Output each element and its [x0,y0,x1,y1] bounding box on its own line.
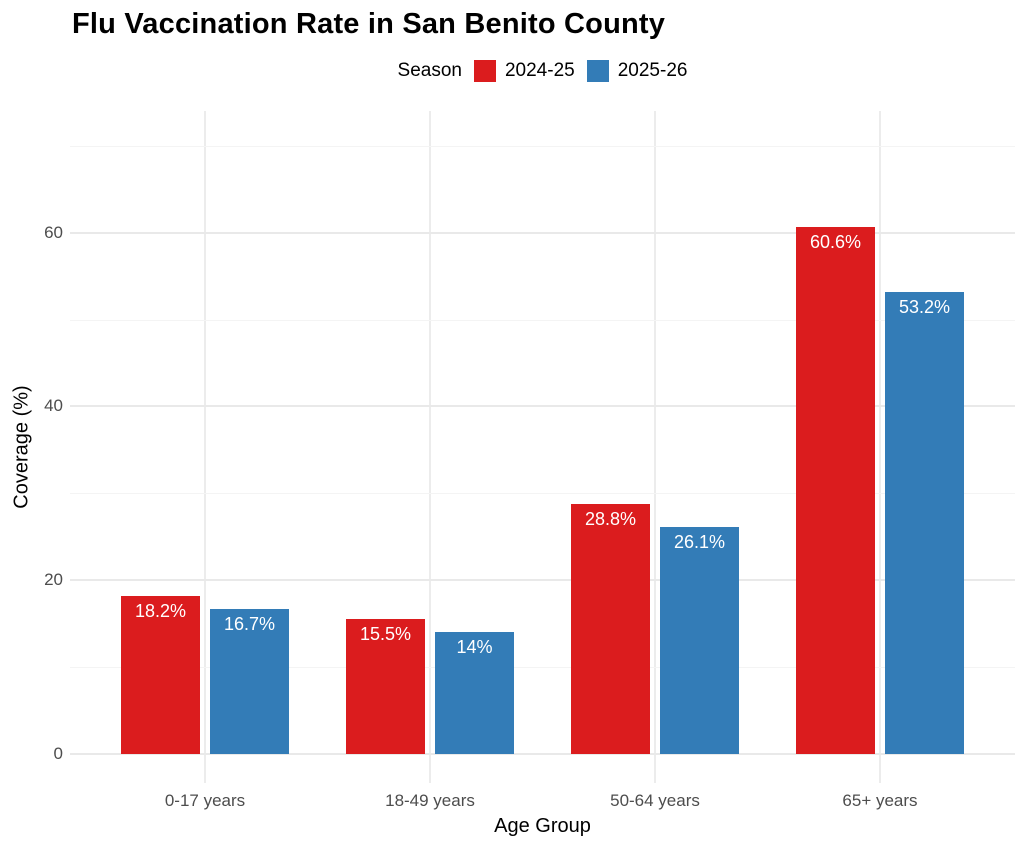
vertical-gridline [879,111,881,783]
bar-2024-25-18-49 years: 15.5% [346,619,425,754]
minor-gridline [70,667,1015,668]
x-tick-label: 50-64 years [610,791,700,810]
chart-title: Flu Vaccination Rate in San Benito Count… [72,8,666,40]
minor-gridline [70,320,1015,321]
bar-2024-25-0-17 years: 18.2% [121,596,200,754]
legend-swatch-2024-25-icon [473,60,496,82]
bar-2025-26-50-64 years: 26.1% [660,527,739,754]
y-tick-label: 40 [44,396,63,415]
bar-value-label: 53.2% [898,297,951,317]
bar-2025-26-0-17 years: 16.7% [210,609,289,754]
minor-gridline [70,146,1015,147]
y-axis-title: Coverage (%) [10,385,33,509]
bar-value-label: 14% [456,637,493,657]
vertical-gridline [204,111,206,783]
vertical-gridline [429,111,431,783]
bar-2025-26-65+ years: 53.2% [885,292,964,754]
legend-title: Season [397,60,462,81]
y-tick-label: 60 [44,223,63,242]
bar-2024-25-50-64 years: 28.8% [571,504,650,754]
plot-area: 18.2% 15.5% 28.8% 60.6% 16.7% 14% 26.1% 53.2% [70,111,1015,783]
x-tick-label: 0-17 years [164,791,246,810]
bar-value-label: 26.1% [673,532,726,552]
x-tick-label: 65+ years [842,791,918,810]
vertical-gridline [654,111,656,783]
bar-value-label: 18.2% [134,601,187,621]
bar-2025-26-18-49 years: 14% [435,632,514,754]
legend-item-2025-26: 2025-26 [586,60,688,82]
legend-item-2024-25: 2024-25 [473,60,575,82]
bar-value-label: 16.7% [223,614,276,634]
legend-item-label: 2025-26 [617,60,688,81]
bar-value-label: 60.6% [809,232,862,252]
major-gridline [70,753,1015,755]
minor-gridline [70,493,1015,494]
major-gridline [70,232,1015,234]
bar-value-label: 15.5% [359,624,412,644]
bar-2024-25-65+ years: 60.6% [796,227,875,754]
major-gridline [70,579,1015,581]
legend: Season 2024-25 2025-26 [70,57,1015,85]
y-tick-label: 20 [44,570,63,589]
y-tick-label: 0 [53,744,63,763]
bar-value-label: 28.8% [584,509,637,529]
x-axis-title: Age Group [494,815,591,837]
x-tick-label: 18-49 years [385,791,475,810]
major-gridline [70,405,1015,407]
legend-item-label: 2024-25 [504,60,575,81]
legend-swatch-2025-26-icon [586,60,609,82]
